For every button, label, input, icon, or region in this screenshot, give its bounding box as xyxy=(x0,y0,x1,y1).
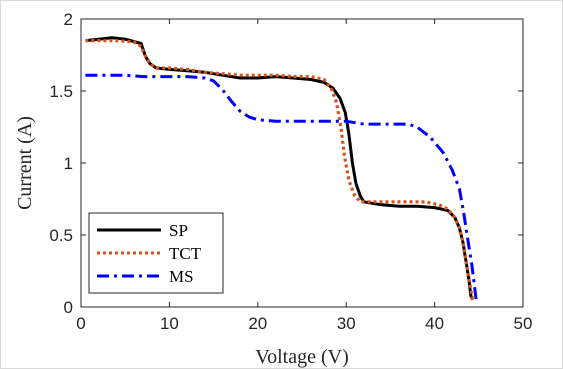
legend-label-sp: SP xyxy=(169,221,188,240)
legend-label-tct: TCT xyxy=(169,244,202,263)
x-axis-label: Voltage (V) xyxy=(255,346,349,368)
y-tick-label: 0.5 xyxy=(49,226,73,245)
legend: SP TCT MS xyxy=(88,212,224,294)
x-tick-label: 10 xyxy=(160,314,179,333)
axes: 0 10 20 30 40 50 0 0.5 1 1.5 2 xyxy=(49,10,532,333)
x-tick-label: 50 xyxy=(514,314,533,333)
x-tick-label: 20 xyxy=(248,314,267,333)
legend-label-ms: MS xyxy=(169,267,194,286)
series-line-ms xyxy=(85,73,478,300)
plot-area xyxy=(85,36,478,301)
y-tick-label: 2 xyxy=(64,10,73,29)
x-tick-label: 30 xyxy=(337,314,356,333)
y-tick-label: 1.5 xyxy=(49,82,73,101)
x-tick-label: 40 xyxy=(425,314,444,333)
y-tick-label: 0 xyxy=(64,298,73,317)
x-tick-label: 0 xyxy=(76,314,85,333)
y-axis-label: Current (A) xyxy=(14,116,36,210)
y-tick-label: 1 xyxy=(64,154,73,173)
